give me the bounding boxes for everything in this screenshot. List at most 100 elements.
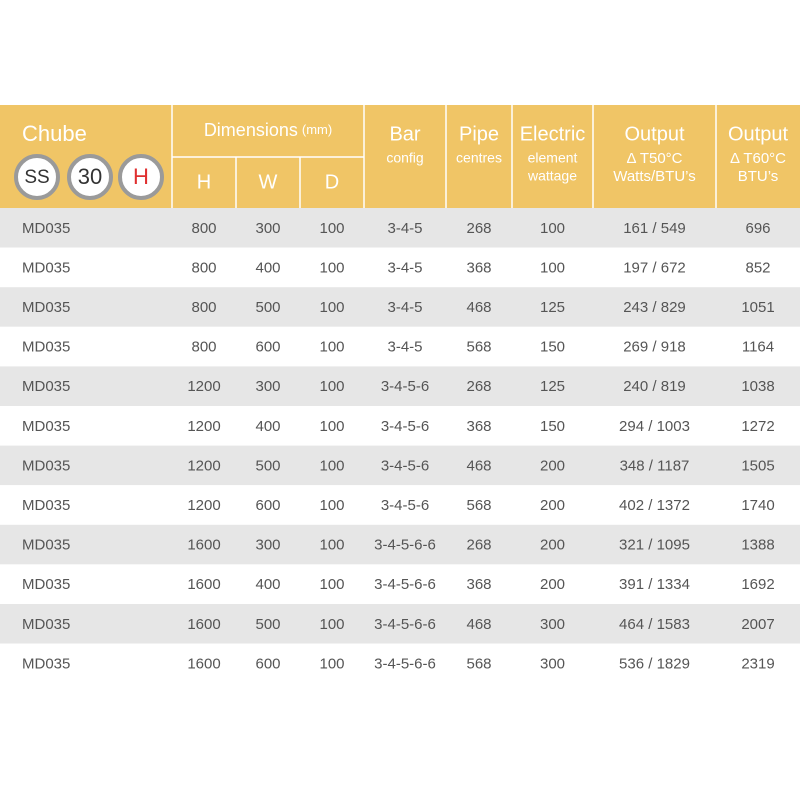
model-cell: MD035 [22,378,70,395]
column-subtitle: element [528,150,578,166]
data-cell: 500 [255,457,280,474]
data-cell: 300 [255,378,280,395]
data-cell: 100 [540,220,565,237]
data-cell: 100 [319,259,344,276]
data-cell: 1388 [741,537,774,554]
data-cell: 468 [466,616,491,633]
brand-title: Chube [22,121,87,146]
row-background [0,564,800,604]
badge [118,154,164,200]
model-cell: MD035 [22,299,70,316]
model-cell: MD035 [22,259,70,276]
data-cell: 3-4-5-6 [381,457,429,474]
data-cell: 3-4-5-6 [381,497,429,514]
model-cell: MD035 [22,655,70,672]
row-background [0,326,800,367]
model-cell: MD035 [22,576,70,593]
data-cell: 3-4-5 [387,259,422,276]
dimensions-label: Dimensions [204,120,298,140]
column-subtitle: BTU’s [738,168,779,185]
data-cell: 197 / 672 [623,259,686,276]
data-cell: 852 [745,259,770,276]
data-cell: 391 / 1334 [619,576,690,593]
data-cell: 100 [540,259,565,276]
data-cell: 568 [466,497,491,514]
row-background [0,445,800,486]
data-cell: 3-4-5 [387,339,422,356]
data-cell: 568 [466,339,491,356]
column-title: Bar [389,123,420,145]
model-cell: MD035 [22,418,70,435]
data-cell: 500 [255,299,280,316]
row-background [0,604,800,644]
data-cell: 1200 [187,378,220,395]
data-cell: 1272 [741,418,774,435]
row-background [0,208,800,248]
data-cell: 243 / 829 [623,299,686,316]
data-cell: 300 [255,220,280,237]
data-cell: 696 [745,220,770,237]
data-cell: 300 [540,616,565,633]
dimensions-title: Dimensions (mm) [204,120,332,140]
dimension-label: H [197,171,211,193]
data-cell: 150 [540,339,565,356]
data-cell: 800 [191,299,216,316]
data-cell: 3-4-5-6 [381,378,429,395]
data-cell: 2319 [741,655,774,672]
data-cell: 269 / 918 [623,339,686,356]
column-subtitle: Δ T60°C [730,150,786,167]
data-cell: 1600 [187,576,220,593]
data-cell: 348 / 1187 [620,457,690,474]
dimension-label: W [259,171,278,193]
data-cell: 400 [255,418,280,435]
data-cell: 200 [540,497,565,514]
data-cell: 100 [319,457,344,474]
data-cell: 200 [540,576,565,593]
data-cell: 1600 [187,537,220,554]
data-cell: 3-4-5-6-6 [374,655,436,672]
data-cell: 100 [319,378,344,395]
data-cell: 800 [191,220,216,237]
data-cell: 1692 [741,576,774,593]
column-title: Pipe [459,123,499,145]
column-title: Output [728,123,788,145]
data-cell: 368 [466,418,491,435]
data-cell: 1200 [187,418,220,435]
row-background [0,287,800,327]
data-cell: 1038 [741,378,774,395]
data-cell: 600 [255,655,280,672]
data-cell: 536 / 1829 [619,655,690,672]
data-cell: 500 [255,616,280,633]
model-cell: MD035 [22,457,70,474]
data-cell: 400 [255,259,280,276]
data-cell: 464 / 1583 [619,616,690,633]
column-subtitle: Watts/BTU’s [613,168,696,185]
data-cell: 800 [191,259,216,276]
data-cell: 3-4-5-6-6 [374,537,436,554]
badge-label: H [133,164,149,189]
data-cell: 1600 [187,616,220,633]
column-title: Output [624,123,684,145]
data-cell: 100 [319,616,344,633]
data-cell: 161 / 549 [623,220,686,237]
badge-label: SS [24,167,49,188]
row-background [0,366,800,406]
dimensions-unit: (mm) [302,122,332,137]
data-cell: 100 [319,655,344,672]
data-cell: 100 [319,339,344,356]
model-cell: MD035 [22,537,70,554]
column-subtitle: Δ T50°C [626,150,682,167]
badge [67,154,113,200]
data-cell: 3-4-5 [387,220,422,237]
model-cell: MD035 [22,339,70,356]
badge [14,154,60,200]
data-cell: 1164 [742,339,774,356]
data-cell: 1200 [187,497,220,514]
data-cell: 3-4-5-6-6 [374,616,436,633]
data-cell: 200 [540,457,565,474]
badge-label: 30 [78,164,102,189]
row-background [0,406,800,446]
data-cell: 400 [255,576,280,593]
column-subtitle: config [386,150,423,166]
